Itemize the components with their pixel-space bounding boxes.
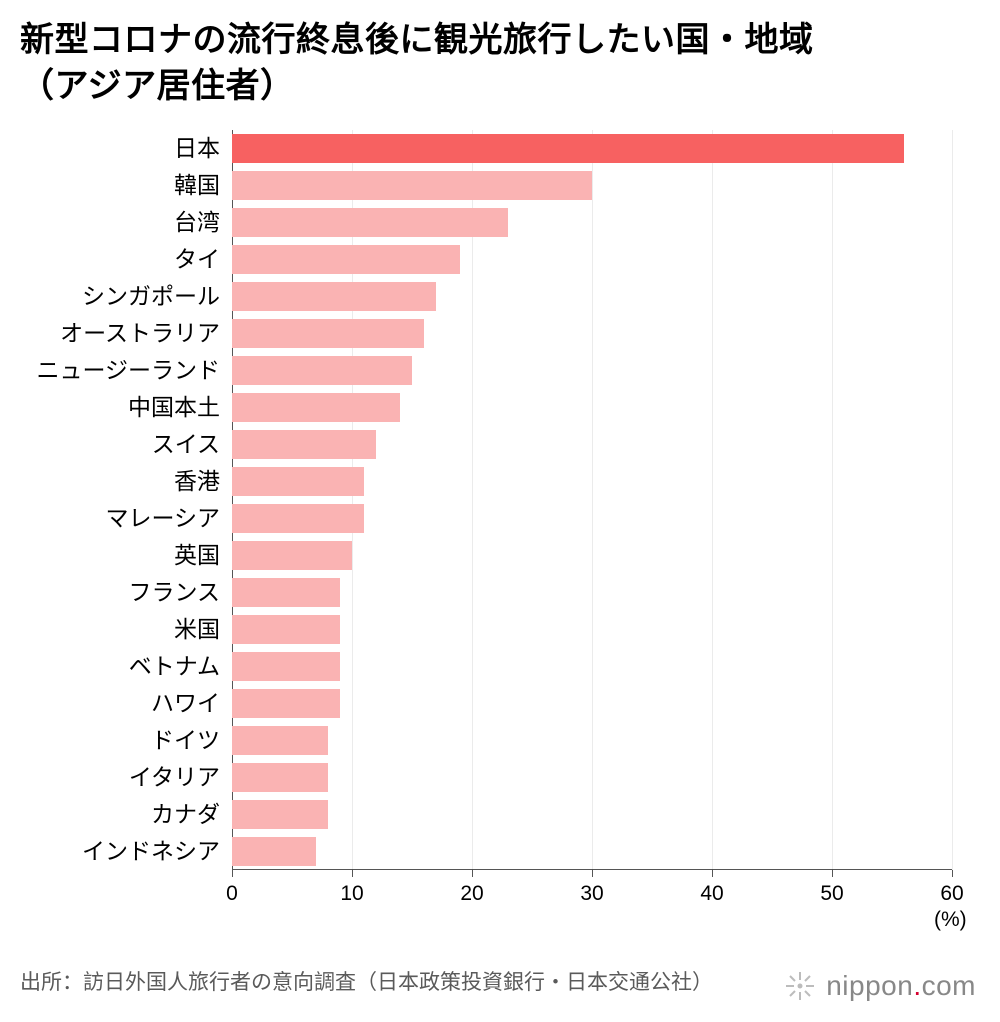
plot-region: 0102030405060(%)日本韓国台湾タイシンガポールオーストラリアニュー… — [232, 130, 952, 870]
bar-row: 韓国 — [232, 167, 952, 204]
category-label: タイ — [12, 241, 232, 278]
x-tick-label: 50 — [820, 882, 843, 906]
bar-row: ベトナム — [232, 648, 952, 685]
category-label: マレーシア — [12, 500, 232, 537]
x-tick — [592, 870, 593, 877]
bar — [232, 393, 400, 422]
bar-row: 日本 — [232, 130, 952, 167]
category-label: オーストラリア — [12, 315, 232, 352]
category-label: 米国 — [12, 611, 232, 648]
category-label: 台湾 — [12, 204, 232, 241]
chart-area: 0102030405060(%)日本韓国台湾タイシンガポールオーストラリアニュー… — [0, 130, 1000, 910]
category-label: スイス — [12, 426, 232, 463]
x-tick — [232, 870, 233, 877]
title-line-1: 新型コロナの流行終息後に観光旅行したい国・地域 — [20, 21, 814, 59]
category-label: 韓国 — [12, 167, 232, 204]
category-label: ハワイ — [12, 685, 232, 722]
category-label: 中国本土 — [12, 389, 232, 426]
category-label: 英国 — [12, 537, 232, 574]
category-label: ドイツ — [12, 722, 232, 759]
bar — [232, 541, 352, 570]
bar-row: 英国 — [232, 537, 952, 574]
category-label: 日本 — [12, 130, 232, 167]
bar-row: イタリア — [232, 759, 952, 796]
bar — [232, 171, 592, 200]
bar-row: ドイツ — [232, 722, 952, 759]
bar — [232, 356, 412, 385]
bar — [232, 504, 364, 533]
bar-row: シンガポール — [232, 278, 952, 315]
bar-row: インドネシア — [232, 833, 952, 870]
bar-row: オーストラリア — [232, 315, 952, 352]
category-label: ベトナム — [12, 648, 232, 685]
bar — [232, 689, 340, 718]
x-tick-label: 60 — [940, 882, 963, 906]
bar — [232, 467, 364, 496]
logo-text-a: nippon — [826, 970, 913, 1001]
category-label: インドネシア — [12, 833, 232, 870]
bar — [232, 134, 904, 163]
bar — [232, 208, 508, 237]
title-line-2: （アジア居住者） — [20, 67, 295, 105]
x-tick-label: 30 — [580, 882, 603, 906]
bar-row: ハワイ — [232, 685, 952, 722]
bar — [232, 615, 340, 644]
x-tick-label: 20 — [460, 882, 483, 906]
logo-mark-icon — [784, 970, 816, 1002]
x-tick — [472, 870, 473, 877]
bar — [232, 578, 340, 607]
x-tick-label: 40 — [700, 882, 723, 906]
logo-text-b: com — [922, 970, 976, 1001]
chart-title: 新型コロナの流行終息後に観光旅行したい国・地域 （アジア居住者） — [0, 0, 1000, 116]
bar — [232, 282, 436, 311]
x-tick-label: 10 — [340, 882, 363, 906]
bar-row: 中国本土 — [232, 389, 952, 426]
bar-row: 香港 — [232, 463, 952, 500]
source-note: 出所：訪日外国人旅行者の意向調査（日本政策投資銀行・日本交通公社） — [20, 966, 713, 996]
site-logo: nippon.com — [784, 970, 976, 1002]
category-label: イタリア — [12, 759, 232, 796]
bar — [232, 837, 316, 866]
category-label: ニュージーランド — [12, 352, 232, 389]
bar — [232, 245, 460, 274]
x-tick-label: 0 — [226, 882, 238, 906]
gridline — [952, 130, 953, 870]
bar — [232, 652, 340, 681]
bar-row: 台湾 — [232, 204, 952, 241]
axis-unit-label: (%) — [934, 908, 967, 932]
bar-row: ニュージーランド — [232, 352, 952, 389]
bar — [232, 800, 328, 829]
bar-row: タイ — [232, 241, 952, 278]
bar-row: カナダ — [232, 796, 952, 833]
logo-text: nippon.com — [826, 970, 976, 1002]
bar-row: 米国 — [232, 611, 952, 648]
bar — [232, 726, 328, 755]
bar — [232, 319, 424, 348]
bar — [232, 763, 328, 792]
category-label: カナダ — [12, 796, 232, 833]
x-tick — [352, 870, 353, 877]
bar-row: マレーシア — [232, 500, 952, 537]
category-label: 香港 — [12, 463, 232, 500]
x-tick — [832, 870, 833, 877]
x-tick — [712, 870, 713, 877]
logo-dot: . — [913, 970, 921, 1001]
category-label: フランス — [12, 574, 232, 611]
bar-row: スイス — [232, 426, 952, 463]
bar — [232, 430, 376, 459]
bar-row: フランス — [232, 574, 952, 611]
x-tick — [952, 870, 953, 877]
category-label: シンガポール — [12, 278, 232, 315]
